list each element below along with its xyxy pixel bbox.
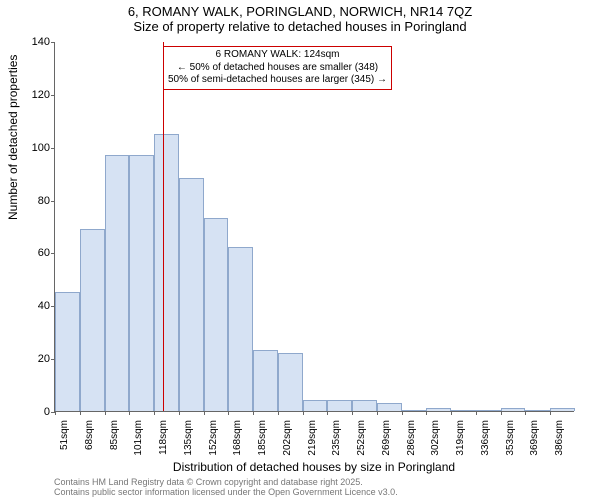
ytick-label: 0: [20, 406, 50, 418]
xtick-mark: [129, 411, 130, 415]
annotation-box: 6 ROMANY WALK: 124sqm← 50% of detached h…: [163, 46, 392, 90]
ytick-mark: [51, 42, 55, 43]
title-line1: 6, ROMANY WALK, PORINGLAND, NORWICH, NR1…: [0, 4, 600, 19]
y-axis-label: Number of detached properties: [6, 55, 20, 220]
xtick-mark: [476, 411, 477, 415]
ytick-mark: [51, 253, 55, 254]
chart-container: 6, ROMANY WALK, PORINGLAND, NORWICH, NR1…: [0, 0, 600, 500]
xtick-mark: [451, 411, 452, 415]
histogram-bar: [550, 408, 575, 411]
xtick-mark: [525, 411, 526, 415]
histogram-bar: [105, 155, 130, 411]
xtick-mark: [80, 411, 81, 415]
annotation-line3: 50% of semi-detached houses are larger (…: [168, 74, 387, 87]
histogram-bar: [253, 350, 278, 411]
histogram-bar: [55, 292, 80, 411]
histogram-bar: [228, 247, 253, 411]
histogram-bar: [476, 410, 501, 411]
title-line2: Size of property relative to detached ho…: [0, 19, 600, 34]
chart-title: 6, ROMANY WALK, PORINGLAND, NORWICH, NR1…: [0, 0, 600, 34]
ytick-mark: [51, 201, 55, 202]
histogram-bar: [179, 178, 204, 411]
ytick-mark: [51, 95, 55, 96]
plot-area: 51sqm68sqm85sqm101sqm118sqm135sqm152sqm1…: [54, 42, 574, 412]
histogram-bar: [278, 353, 303, 411]
xtick-mark: [253, 411, 254, 415]
histogram-bar: [525, 410, 550, 411]
ytick-label: 60: [20, 247, 50, 259]
ytick-label: 20: [20, 353, 50, 365]
xtick-mark: [55, 411, 56, 415]
xtick-mark: [105, 411, 106, 415]
footer-line2: Contains public sector information licen…: [54, 488, 398, 498]
xtick-mark: [550, 411, 551, 415]
footer-attribution: Contains HM Land Registry data © Crown c…: [54, 478, 398, 498]
xtick-mark: [426, 411, 427, 415]
ytick-mark: [51, 148, 55, 149]
x-axis-label: Distribution of detached houses by size …: [54, 460, 574, 474]
histogram-bar: [204, 218, 229, 411]
histogram-bar: [129, 155, 154, 411]
xtick-mark: [204, 411, 205, 415]
xtick-mark: [501, 411, 502, 415]
ytick-label: 100: [20, 142, 50, 154]
histogram-bar: [377, 403, 402, 411]
reference-line: [163, 42, 165, 411]
histogram-bar: [402, 410, 427, 411]
xtick-mark: [278, 411, 279, 415]
annotation-line1: 6 ROMANY WALK: 124sqm: [168, 49, 387, 62]
histogram-bar: [501, 408, 526, 411]
histogram-bar: [426, 408, 451, 411]
xtick-mark: [352, 411, 353, 415]
histogram-bar: [352, 400, 377, 411]
ytick-label: 40: [20, 300, 50, 312]
ytick-label: 140: [20, 36, 50, 48]
ytick-label: 120: [20, 89, 50, 101]
xtick-mark: [228, 411, 229, 415]
xtick-mark: [154, 411, 155, 415]
histogram-bar: [327, 400, 352, 411]
xtick-mark: [327, 411, 328, 415]
annotation-line2: ← 50% of detached houses are smaller (34…: [168, 62, 387, 75]
histogram-bar: [154, 134, 179, 412]
xtick-mark: [303, 411, 304, 415]
ytick-label: 80: [20, 195, 50, 207]
xtick-mark: [402, 411, 403, 415]
xtick-mark: [179, 411, 180, 415]
histogram-bar: [80, 229, 105, 411]
xtick-mark: [377, 411, 378, 415]
histogram-bar: [451, 410, 476, 411]
histogram-bar: [303, 400, 328, 411]
